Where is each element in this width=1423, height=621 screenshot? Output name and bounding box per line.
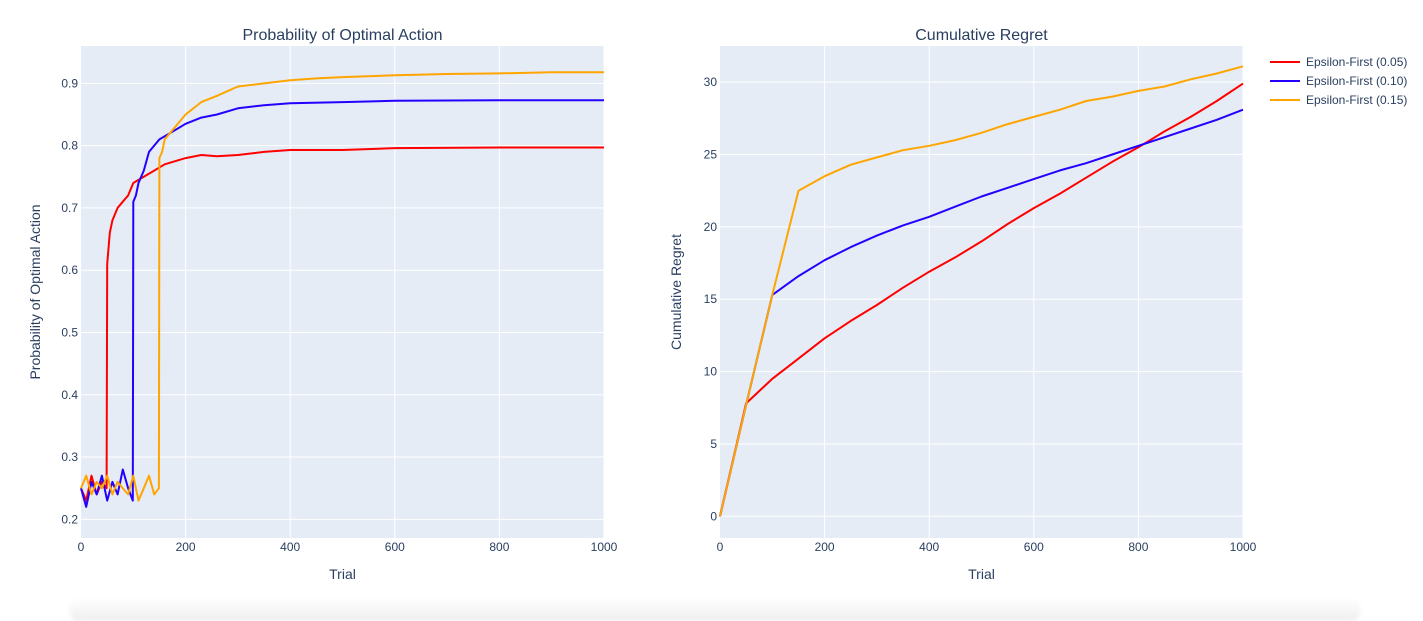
y-tick-label: 0.5 (61, 325, 78, 339)
chart-title: Cumulative Regret (915, 27, 1048, 44)
legend-item[interactable]: Epsilon-First (0.15) (1270, 93, 1407, 107)
y-tick-label: 0 (710, 509, 717, 523)
plot-area (81, 46, 604, 538)
y-tick-label: 0.8 (61, 139, 78, 153)
x-tick-label: 0 (78, 540, 85, 554)
y-axis-title: Cumulative Regret (668, 234, 684, 350)
x-tick-label: 800 (489, 540, 509, 554)
series-group (719, 65, 1244, 517)
x-tick-label: 200 (176, 540, 196, 554)
y-tick-label: 0.7 (61, 201, 78, 215)
y-tick-label: 0.9 (61, 76, 78, 90)
y-tick-label: 15 (704, 292, 718, 306)
x-tick-label: 200 (815, 540, 835, 554)
y-axis-title: Probability of Optimal Action (27, 204, 43, 379)
chart-probability-optimal-action: 0 200 400 600 800 1000 0.2 0.3 0.4 0.5 0.6 0.7 0.8 0.… (27, 27, 618, 582)
x-tick-label: 600 (1024, 540, 1044, 554)
series-line (80, 71, 604, 502)
y-tick-label: 0.4 (61, 388, 78, 402)
x-tick-label: 400 (280, 540, 300, 554)
series-line (80, 99, 604, 508)
tick-labels: 0 200 400 600 800 1000 0.2 0.3 0.4 0.5 0.6 0.7 0.8 0.… (61, 76, 617, 554)
legend-item[interactable]: Epsilon-First (0.05) (1270, 55, 1407, 69)
x-tick-label: 1000 (591, 540, 618, 554)
x-tick-label: 0 (717, 540, 724, 554)
chart-title: Probability of Optimal Action (242, 27, 442, 44)
tick-labels: 0 200 400 600 800 1000 0 5 10 15 20 25 30 (704, 75, 1257, 554)
x-tick-label: 800 (1128, 540, 1148, 554)
chart-cumulative-regret: 0 200 400 600 800 1000 0 5 10 15 20 25 30 Cumulative… (668, 27, 1257, 582)
page-footer-shadow (70, 598, 1360, 621)
series-line (719, 65, 1244, 517)
legend-label: Epsilon-First (0.10) (1306, 74, 1407, 88)
y-tick-label: 20 (704, 220, 718, 234)
y-tick-label: 30 (704, 75, 718, 89)
legend[interactable]: Epsilon-First (0.05) Epsilon-First (0.10… (1270, 55, 1407, 107)
x-axis-title: Trial (968, 566, 995, 582)
grid-lines (81, 46, 605, 538)
legend-label: Epsilon-First (0.05) (1306, 55, 1407, 69)
series-group (80, 71, 604, 508)
legend-label: Epsilon-First (0.15) (1306, 93, 1407, 107)
y-tick-label: 0.3 (61, 450, 78, 464)
x-tick-label: 1000 (1230, 540, 1257, 554)
y-tick-label: 5 (710, 437, 717, 451)
series-line (719, 108, 1244, 517)
y-tick-label: 0.2 (61, 512, 78, 526)
series-line (719, 82, 1244, 517)
x-tick-label: 600 (385, 540, 405, 554)
y-tick-label: 0.6 (61, 263, 78, 277)
grid-lines (720, 46, 1244, 538)
y-tick-label: 10 (704, 365, 718, 379)
x-tick-label: 400 (919, 540, 939, 554)
plot-area (720, 46, 1243, 538)
x-axis-title: Trial (329, 566, 356, 582)
legend-item[interactable]: Epsilon-First (0.10) (1270, 74, 1407, 88)
y-tick-label: 25 (704, 148, 718, 162)
